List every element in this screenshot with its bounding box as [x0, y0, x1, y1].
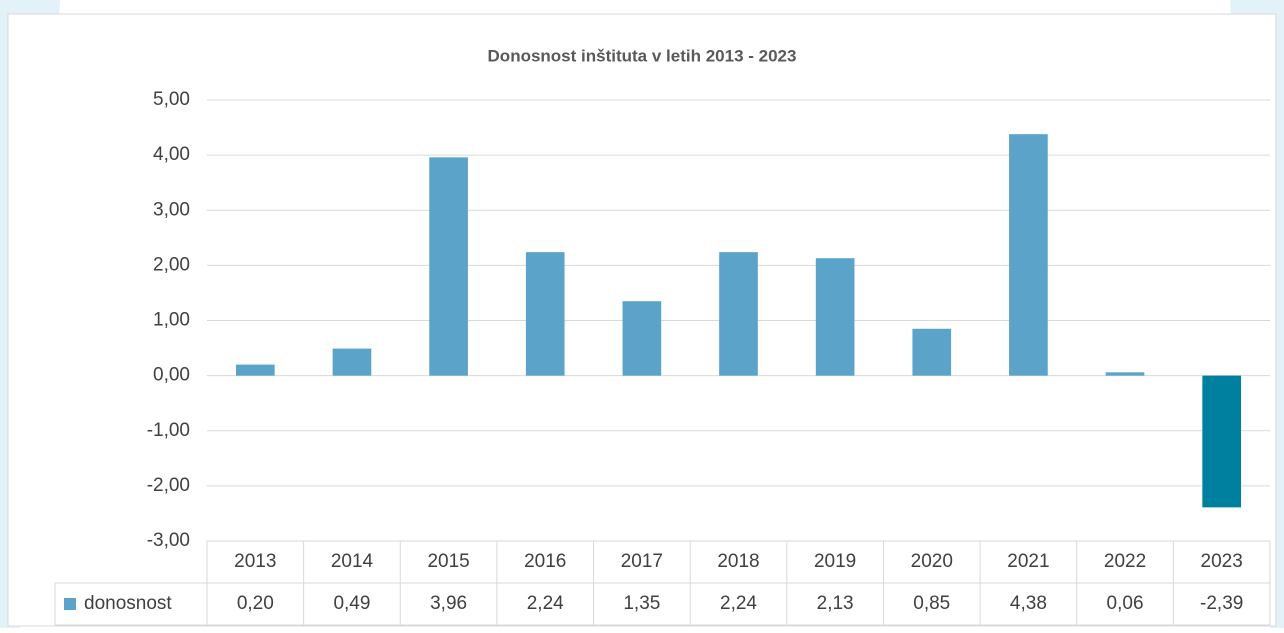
bar — [235, 364, 275, 376]
y-tick-label: 1,00 — [153, 310, 190, 331]
bar — [912, 328, 952, 376]
bar — [1105, 372, 1145, 376]
x-tick-label: 2016 — [524, 551, 566, 572]
x-tick-label: 2020 — [911, 551, 953, 572]
x-tick-label: 2021 — [1007, 551, 1049, 572]
y-tick-label: 2,00 — [153, 254, 190, 275]
y-tick-label: 0,00 — [153, 365, 190, 386]
legend-label: donosnost — [84, 593, 172, 614]
bar — [622, 301, 662, 376]
bar — [1009, 134, 1048, 376]
bar — [429, 157, 468, 376]
x-tick-label: 2017 — [621, 551, 663, 572]
y-tick-label: 3,00 — [153, 199, 190, 220]
y-tick-label: 5,00 — [153, 89, 190, 110]
table-value: 2,13 — [817, 593, 854, 614]
table-value: 0,06 — [1107, 593, 1144, 614]
bar — [525, 252, 565, 376]
table-value: 0,49 — [333, 593, 370, 614]
bar — [719, 252, 758, 376]
table-value: 2,24 — [527, 593, 564, 614]
table-value: 1,35 — [623, 593, 660, 614]
bar — [815, 258, 855, 376]
chart-title: Donosnost inštituta v letih 2013 - 2023 — [488, 46, 797, 65]
table-value: 0,85 — [913, 593, 950, 614]
y-tick-label: -2,00 — [147, 475, 190, 496]
x-tick-label: 2023 — [1201, 551, 1243, 572]
table-value: 3,96 — [430, 593, 467, 614]
bar — [1202, 375, 1242, 508]
table-value: 0,20 — [237, 593, 274, 614]
table-value: 4,38 — [1010, 593, 1047, 614]
legend-key — [64, 598, 76, 610]
x-tick-label: 2018 — [717, 551, 759, 572]
x-tick-label: 2015 — [427, 551, 469, 572]
table-value: -2,39 — [1200, 593, 1243, 614]
y-tick-label: 4,00 — [153, 144, 190, 165]
x-tick-label: 2019 — [814, 551, 856, 572]
y-tick-label: -1,00 — [147, 420, 190, 441]
bar — [332, 348, 372, 376]
x-tick-label: 2014 — [331, 551, 374, 572]
table-value: 2,24 — [720, 593, 757, 614]
x-tick-label: 2022 — [1104, 551, 1146, 572]
x-tick-label: 2013 — [234, 551, 276, 572]
y-tick-label: -3,00 — [147, 530, 190, 551]
